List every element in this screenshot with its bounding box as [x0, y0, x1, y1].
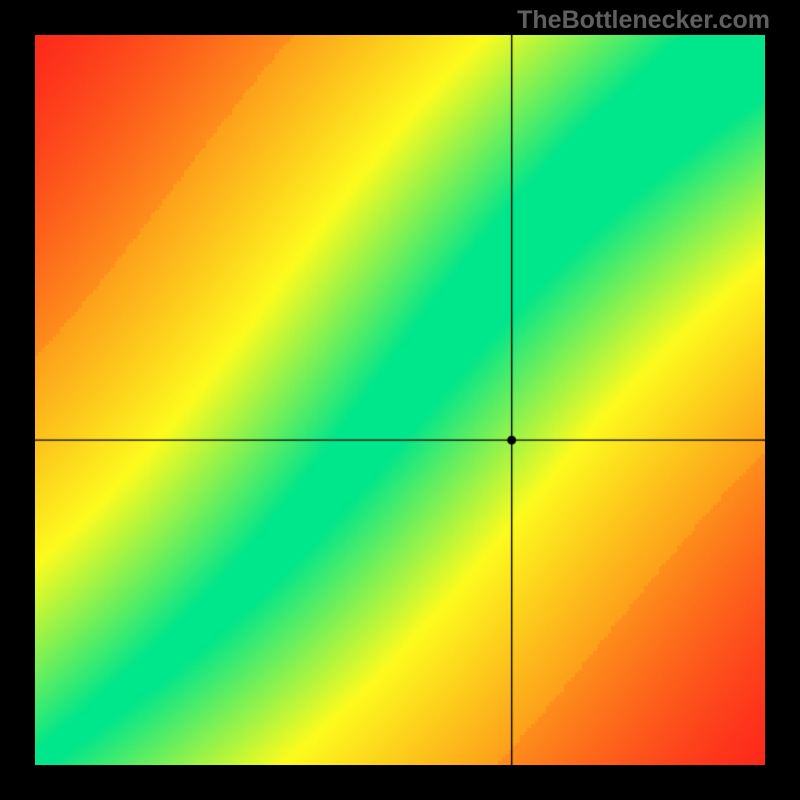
watermark-text: TheBottlenecker.com [517, 6, 770, 35]
bottleneck-heatmap [35, 35, 765, 765]
